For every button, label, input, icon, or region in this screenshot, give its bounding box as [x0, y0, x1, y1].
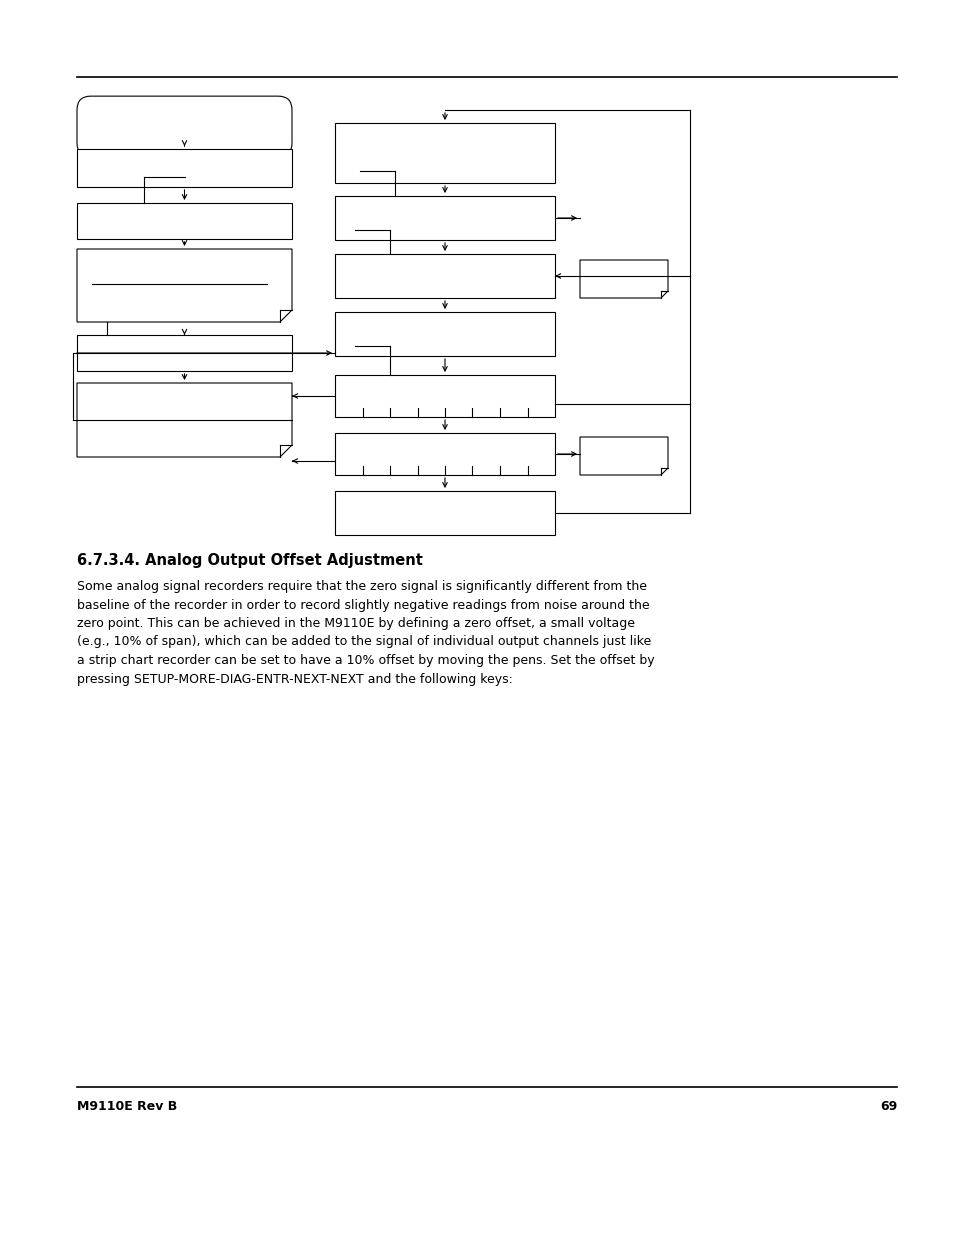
- Text: Some analog signal recorders require that the zero signal is significantly diffe: Some analog signal recorders require tha…: [77, 580, 654, 685]
- Polygon shape: [579, 437, 667, 475]
- Text: 6.7.3.4. Analog Output Offset Adjustment: 6.7.3.4. Analog Output Offset Adjustment: [77, 553, 422, 568]
- FancyBboxPatch shape: [77, 96, 292, 157]
- Polygon shape: [77, 249, 292, 322]
- Bar: [77, 203, 292, 240]
- Bar: [77, 335, 292, 370]
- Bar: [335, 124, 555, 183]
- Bar: [335, 492, 555, 535]
- Bar: [335, 312, 555, 356]
- Bar: [335, 254, 555, 298]
- Text: 69: 69: [879, 1100, 896, 1113]
- Bar: [335, 375, 555, 417]
- Bar: [77, 149, 292, 186]
- Polygon shape: [77, 383, 292, 457]
- Bar: [335, 433, 555, 475]
- Bar: [335, 196, 555, 240]
- Text: M9110E Rev B: M9110E Rev B: [77, 1100, 177, 1113]
- Polygon shape: [579, 261, 667, 298]
